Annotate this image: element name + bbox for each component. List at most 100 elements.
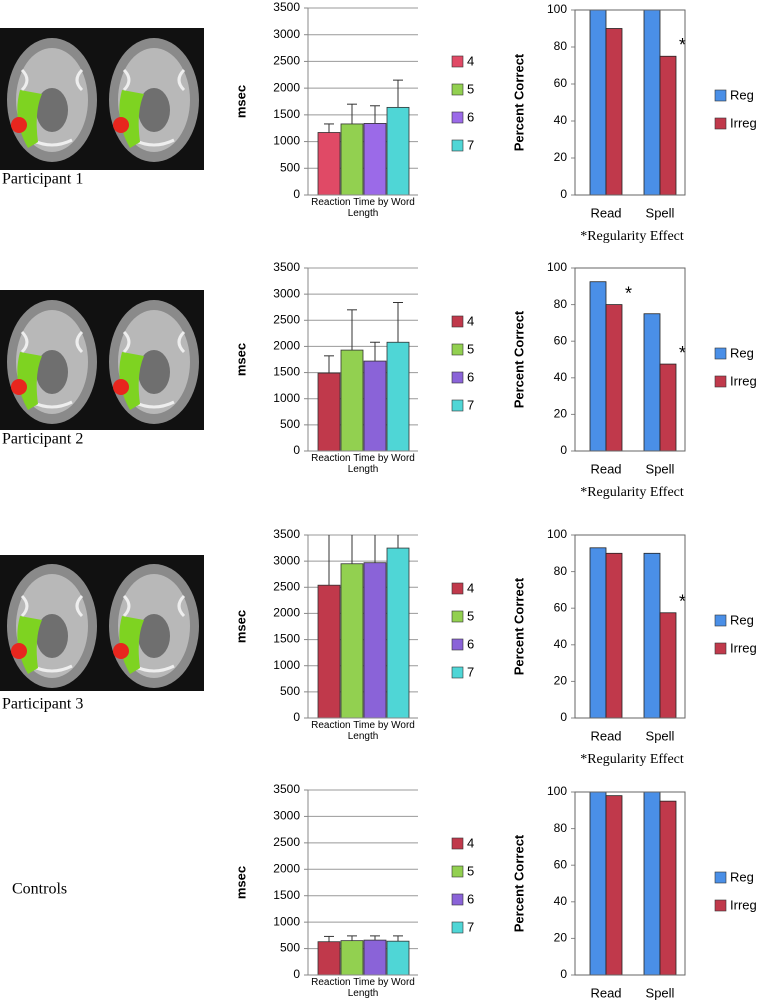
bar [317, 584, 341, 718]
legend-label: 5 [467, 341, 474, 356]
legend-label: Irreg [730, 115, 757, 130]
legend-swatch [451, 893, 464, 906]
y-tick-label: 0 [293, 443, 300, 457]
y-tick-label: 3500 [273, 782, 300, 796]
plot-frame [574, 791, 686, 976]
legend-swatch [451, 582, 464, 595]
legend-label: 4 [467, 580, 474, 595]
bar [589, 9, 607, 196]
error-bar [374, 535, 376, 563]
bar [605, 552, 623, 719]
bar [386, 940, 410, 975]
legend-swatch [451, 399, 464, 412]
bar [363, 360, 387, 451]
x-tick-label: Read [590, 985, 621, 1000]
legend-swatch [451, 83, 464, 96]
y-tick-label: 3000 [273, 553, 300, 567]
y-tick-label: 2500 [273, 54, 300, 68]
legend-swatch [451, 343, 464, 356]
bar [589, 281, 607, 452]
legend-swatch [451, 638, 464, 651]
y-tick-label: 0 [560, 443, 567, 457]
plot-frame [574, 267, 686, 452]
bar [340, 563, 364, 718]
y-tick-label: 3000 [273, 286, 300, 300]
y-tick-label: 0 [560, 967, 567, 981]
legend-swatch [451, 315, 464, 328]
legend-label: Reg [730, 87, 754, 102]
y-tick-label: 0 [293, 187, 300, 201]
legend-swatch [451, 921, 464, 934]
y-tick-label: 60 [554, 600, 568, 614]
y-tick-label: 1500 [273, 365, 300, 379]
y-axis-label: Percent Correct [511, 53, 526, 151]
legend-label: 7 [467, 397, 474, 412]
legend-swatch [451, 139, 464, 152]
y-tick-label: 0 [560, 187, 567, 201]
y-axis-label: Percent Correct [511, 310, 526, 408]
legend-swatch [714, 89, 727, 102]
y-tick-label: 2500 [273, 579, 300, 593]
bar [605, 795, 623, 976]
legend-label: 6 [467, 891, 474, 906]
row-label: Participant 1 [2, 171, 83, 188]
y-tick-label: 1500 [273, 107, 300, 121]
legend-swatch [451, 610, 464, 623]
legend-label: 7 [467, 137, 474, 152]
y-tick-label: 3000 [273, 809, 300, 823]
y-tick-label: 0 [560, 710, 567, 724]
significance-marker: * [679, 35, 686, 55]
y-tick-label: 1500 [273, 888, 300, 902]
legend-swatch [451, 865, 464, 878]
bar [317, 132, 341, 195]
brain-image [0, 28, 204, 170]
bar [605, 28, 623, 196]
bar [643, 313, 661, 452]
legend-label: Irreg [730, 897, 757, 912]
significance-marker: * [679, 592, 686, 612]
legend-swatch [451, 111, 464, 124]
error-bar [324, 355, 334, 374]
error-bar [351, 535, 353, 564]
y-tick-label: 2500 [273, 312, 300, 326]
y-tick-label: 60 [554, 857, 568, 871]
row-label: Controls [12, 881, 67, 898]
error-bar [393, 935, 403, 942]
bar [659, 363, 677, 452]
legend-swatch [451, 371, 464, 384]
significance-marker: * [679, 343, 686, 363]
y-tick-label: 1000 [273, 391, 300, 405]
x-tick-label: Read [590, 461, 621, 476]
y-axis-label: msec [233, 85, 248, 118]
y-tick-label: 2000 [273, 339, 300, 353]
legend-swatch [714, 871, 727, 884]
error-bar [324, 123, 334, 133]
bar [643, 552, 661, 719]
y-tick-label: 500 [280, 941, 300, 955]
bar [340, 123, 364, 195]
x-axis-label: Reaction Time by Word Length [311, 453, 415, 475]
bar [386, 106, 410, 195]
error-bar [328, 535, 330, 586]
row-label: Participant 2 [2, 431, 83, 448]
legend-label: 6 [467, 636, 474, 651]
y-tick-label: 40 [554, 370, 568, 384]
legend-label: Reg [730, 345, 754, 360]
legend-label: Irreg [730, 373, 757, 388]
brain-image [0, 290, 204, 430]
error-bar [347, 103, 357, 124]
y-tick-label: 20 [554, 674, 568, 688]
y-tick-label: 500 [280, 684, 300, 698]
y-axis-label: msec [233, 866, 248, 899]
legend-label: 5 [467, 81, 474, 96]
error-bar [347, 935, 357, 941]
x-axis-label: Reaction Time by Word Length [311, 197, 415, 219]
x-tick-label: Read [590, 728, 621, 743]
y-tick-label: 1000 [273, 658, 300, 672]
y-tick-label: 40 [554, 894, 568, 908]
legend-label: 7 [467, 919, 474, 934]
legend-label: 5 [467, 608, 474, 623]
bar [643, 9, 661, 196]
y-tick-label: 20 [554, 407, 568, 421]
